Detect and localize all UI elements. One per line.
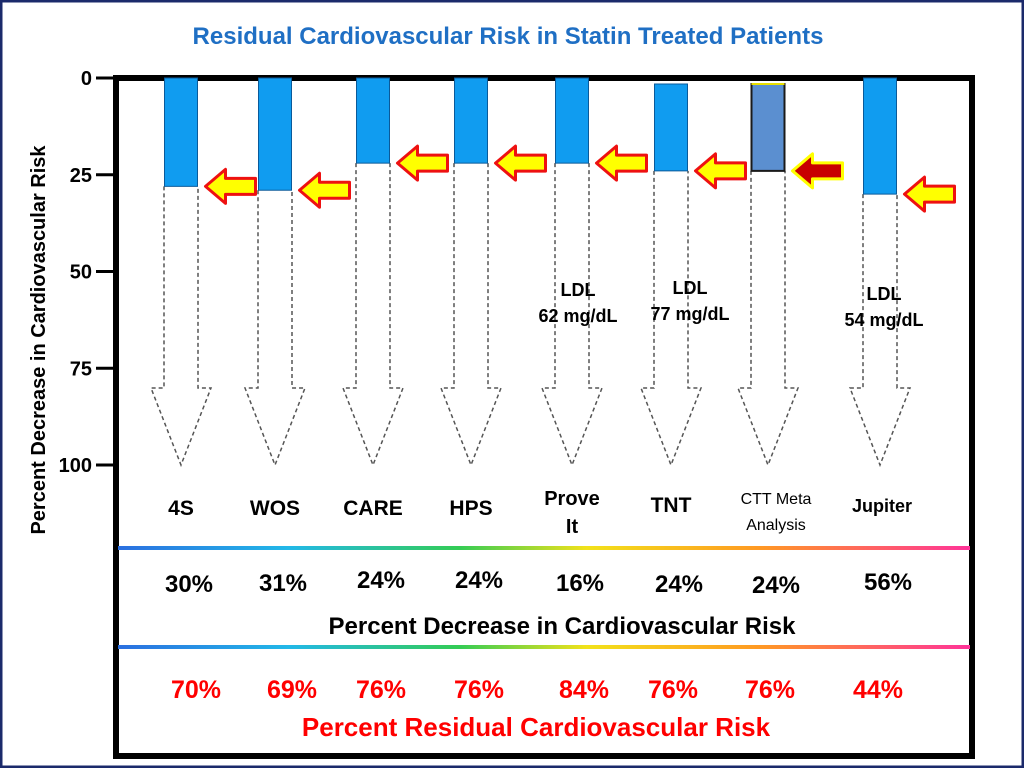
bar (654, 83, 688, 172)
percent-residual-value: 84% (559, 676, 609, 704)
pointer-arrow (494, 144, 547, 182)
ldl-label-line2: 62 mg/dL (538, 306, 617, 326)
y-tick-label: 75 (70, 358, 92, 380)
pointer-arrow (204, 167, 257, 205)
category-label: It (566, 516, 579, 538)
category-label: Prove (544, 488, 600, 510)
dashed-arrow (243, 190, 307, 468)
ldl-label-line2: 54 mg/dL (844, 310, 923, 330)
ldl-label-line1: LDL (673, 278, 708, 298)
percent-residual-value: 44% (853, 676, 903, 704)
dashed-arrow (540, 163, 604, 468)
percent-residual-value: 70% (171, 676, 221, 704)
category-label: CTT Meta (741, 491, 812, 508)
percent-decrease-value: 24% (455, 567, 503, 594)
chart-title: Residual Cardiovascular Risk in Statin T… (193, 23, 824, 50)
bar (863, 77, 897, 195)
percent-decrease-value: 31% (259, 570, 307, 597)
percent-residual-values: 70% 69% 76% 76% 84% 76% 76% 44% (171, 676, 903, 704)
y-tick-label: 50 (70, 262, 92, 284)
percent-decrease-value: 24% (752, 572, 800, 599)
bars (164, 77, 897, 195)
separator-line-1 (118, 546, 970, 550)
bar (356, 77, 390, 164)
bar (164, 77, 198, 187)
percent-decrease-value: 56% (864, 569, 912, 596)
category-labels: 4S WOS CARE HPS Prove It TNT CTT Meta Analysis Ju… (168, 488, 912, 538)
separator-line-2 (118, 645, 970, 649)
percent-decrease-values: 30% 31% 24% 24% 16% 24% 24% 56% (165, 567, 912, 599)
dashed-arrow (639, 170, 703, 468)
dashed-arrows (149, 163, 912, 468)
bar (258, 77, 292, 191)
pointer-arrow (694, 152, 747, 190)
pointer-arrows (204, 144, 956, 213)
pointer-arrow (595, 144, 648, 182)
category-label: Jupiter (852, 496, 912, 516)
ldl-label-line1: LDL (867, 284, 902, 304)
ldl-labels: LDL 62 mg/dL LDL 77 mg/dL LDL 54 mg/dL (538, 278, 923, 330)
y-tick-label: 100 (59, 455, 92, 477)
percent-residual-label: Percent Residual Cardiovascular Risk (302, 712, 771, 742)
percent-decrease-value: 30% (165, 571, 213, 598)
category-label: HPS (449, 497, 492, 520)
pointer-arrow (298, 171, 351, 209)
y-tick-label: 25 (70, 165, 92, 187)
percent-residual-value: 76% (454, 676, 504, 704)
bar (555, 77, 589, 164)
ldl-label-line2: 77 mg/dL (650, 304, 729, 324)
category-label: CARE (343, 497, 403, 520)
category-label: WOS (250, 497, 300, 520)
y-axis-label: Percent Decrease in Cardiovascular Risk (28, 145, 50, 535)
dashed-arrow (848, 194, 912, 468)
bar (454, 77, 488, 164)
pointer-arrow (791, 152, 844, 190)
y-tick-label: 0 (81, 68, 92, 90)
percent-residual-value: 69% (267, 676, 317, 704)
percent-residual-value: 76% (648, 676, 698, 704)
category-label: 4S (168, 497, 194, 520)
percent-residual-value: 76% (745, 676, 795, 704)
ldl-label-line1: LDL (561, 280, 596, 300)
percent-decrease-value: 24% (655, 571, 703, 598)
y-axis: 0 25 50 75 100 (59, 68, 118, 477)
category-label: TNT (651, 494, 692, 517)
dashed-arrow (439, 163, 503, 468)
percent-decrease-value: 24% (357, 567, 405, 594)
percent-decrease-value: 16% (556, 570, 604, 597)
dashed-arrow (149, 186, 213, 468)
pointer-arrow (903, 175, 956, 213)
percent-decrease-label: Percent Decrease in Cardiovascular Risk (329, 613, 797, 640)
category-label: Analysis (746, 517, 806, 534)
pointer-arrow (396, 144, 449, 182)
percent-residual-value: 76% (356, 676, 406, 704)
bar (750, 83, 786, 172)
dashed-arrow (736, 170, 800, 468)
dashed-arrow (341, 163, 405, 468)
